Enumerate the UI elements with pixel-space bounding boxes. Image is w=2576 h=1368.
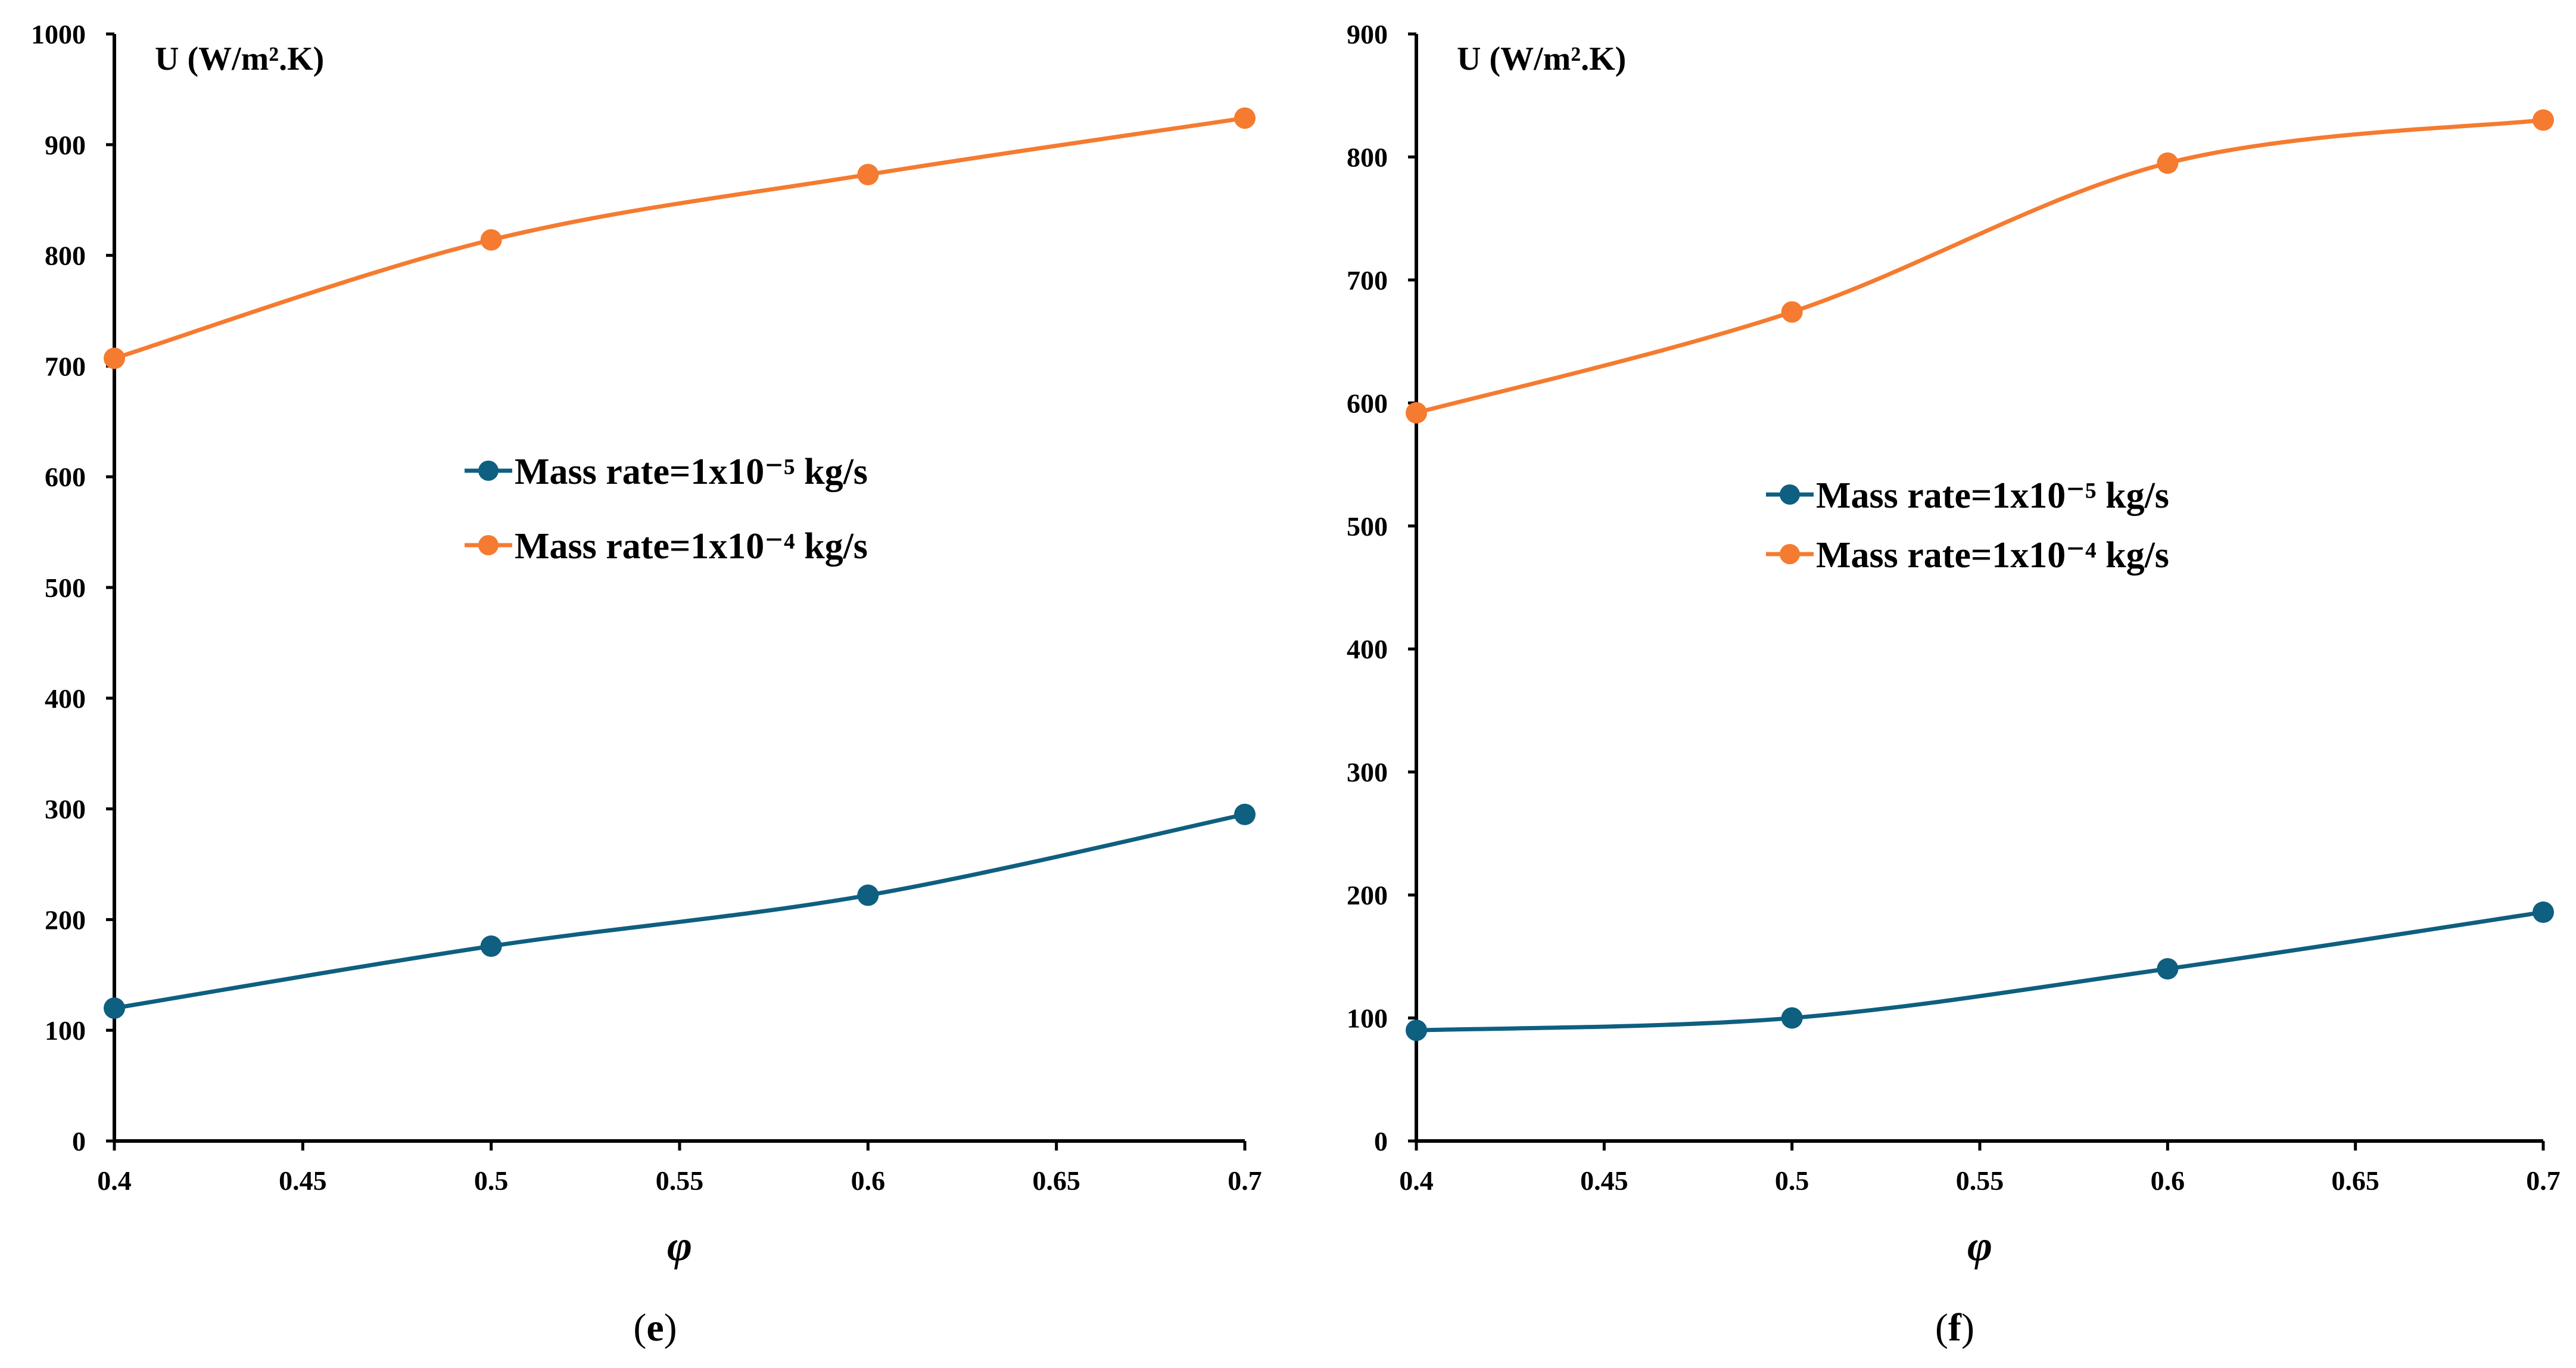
y-tick-label: 500	[1347, 511, 1388, 542]
data-point	[104, 347, 125, 369]
legend-label: Mass rate=1x10⁻⁴ kg/s	[1816, 535, 2169, 576]
data-point	[1781, 1007, 1803, 1029]
y-tick-label: 500	[45, 573, 86, 603]
data-point	[2157, 957, 2179, 980]
panel-caption: (f)	[1935, 1306, 1974, 1350]
data-point	[104, 997, 125, 1019]
data-point	[2533, 109, 2554, 131]
data-point	[1234, 107, 1256, 129]
data-point	[1406, 402, 1427, 424]
data-point	[857, 884, 879, 906]
y-axis-label: U (W/m².K)	[155, 41, 324, 77]
data-point	[1406, 1019, 1427, 1041]
x-axis-label: φ	[667, 1222, 692, 1270]
series-line-0	[112, 812, 1247, 1011]
y-tick-label: 400	[45, 683, 86, 714]
x-tick-label: 0.55	[1956, 1165, 2004, 1196]
caption-letter: e	[646, 1306, 664, 1350]
y-tick-label: 100	[1347, 1003, 1388, 1034]
y-tick-label: 900	[45, 130, 86, 160]
legend-marker	[478, 535, 499, 555]
data-point	[2157, 152, 2179, 174]
y-tick-label: 100	[45, 1015, 86, 1046]
data-point	[480, 935, 502, 957]
legend-label: Mass rate=1x10⁻⁵ kg/s	[1816, 475, 2169, 516]
x-tick-label: 0.5	[474, 1165, 509, 1196]
y-tick-label: 0	[1374, 1126, 1388, 1156]
legend-marker	[1780, 544, 1800, 564]
data-point	[1234, 803, 1256, 825]
y-tick-label: 700	[45, 351, 86, 381]
y-tick-label: 800	[1347, 142, 1388, 172]
series-line-0	[1414, 910, 2546, 1033]
y-tick-label: 700	[1347, 265, 1388, 296]
caption-letter: f	[1948, 1306, 1962, 1350]
legend-marker	[1780, 484, 1800, 505]
y-tick-label: 1000	[31, 19, 86, 49]
x-tick-label: 0.5	[1775, 1165, 1809, 1196]
y-tick-label: 300	[45, 794, 86, 825]
y-tick-label: 400	[1347, 634, 1388, 664]
y-tick-label: 800	[45, 241, 86, 271]
panel-caption: (e)	[633, 1306, 677, 1350]
legend-marker	[478, 461, 499, 481]
x-tick-label: 0.6	[2151, 1165, 2185, 1196]
chart-panel-f: 0 100 200 300 400 500 600 700 800 900 0.4 0.45 0.5 0.…	[1347, 19, 2561, 1350]
x-tick-label: 0.55	[656, 1165, 704, 1196]
data-point	[2533, 901, 2554, 924]
y-tick-label: 0	[72, 1126, 86, 1156]
y-axis-label: U (W/m².K)	[1457, 41, 1626, 77]
y-tick-label: 600	[1347, 388, 1388, 418]
series-line-1	[112, 116, 1247, 360]
x-tick-label: 0.7	[1228, 1165, 1262, 1196]
y-tick-label: 300	[1347, 757, 1388, 788]
legend-label: Mass rate=1x10⁻⁴ kg/s	[515, 526, 868, 567]
x-tick-label: 0.45	[279, 1165, 327, 1196]
x-tick-label: 0.4	[1399, 1165, 1434, 1196]
y-tick-label: 200	[1347, 880, 1388, 910]
data-point	[480, 229, 502, 251]
x-tick-label: 0.4	[97, 1165, 132, 1196]
x-tick-label: 0.65	[2331, 1165, 2379, 1196]
x-tick-label: 0.45	[1580, 1165, 1628, 1196]
data-point	[1781, 301, 1803, 323]
chart-panel-e: 0 100 200 300 400 500 600 700 800 900 1000 0.4 0.45 0…	[31, 19, 1262, 1350]
y-tick-label: 600	[45, 462, 86, 492]
x-tick-label: 0.65	[1032, 1165, 1080, 1196]
x-axis-label: φ	[1967, 1222, 1992, 1270]
data-point	[857, 163, 879, 185]
legend-label: Mass rate=1x10⁻⁵ kg/s	[515, 452, 868, 492]
y-tick-label: 900	[1347, 19, 1388, 49]
x-tick-label: 0.6	[851, 1165, 886, 1196]
y-tick-label: 200	[45, 904, 86, 935]
x-tick-label: 0.7	[2526, 1165, 2561, 1196]
series-line-1	[1414, 118, 2546, 415]
